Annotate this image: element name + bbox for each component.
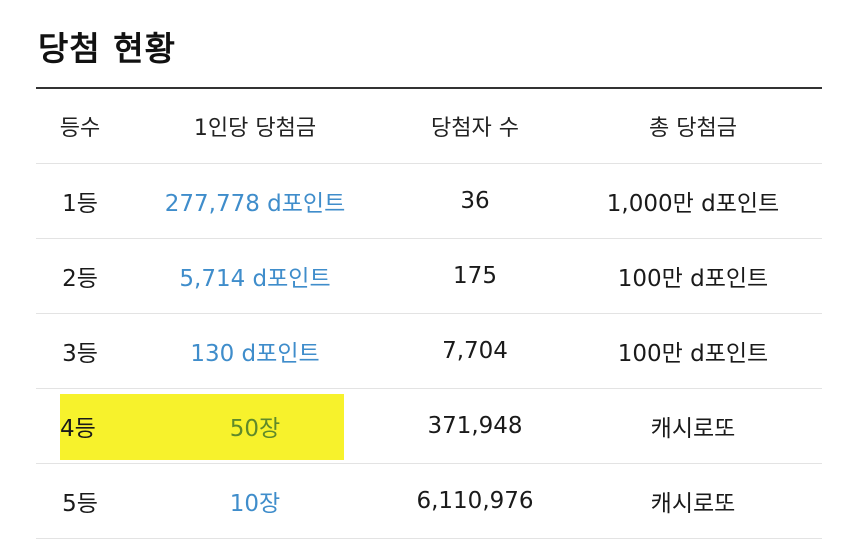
prize-link[interactable]: 5,714 d포인트 [179, 266, 331, 292]
total-cell: 100만 d포인트 [617, 266, 769, 292]
winners-cell: 7,704 [442, 338, 508, 364]
winners-table: 등수 1인당 당첨금 당첨자 수 총 당첨금 1등 277,778 d포인트 3… [36, 89, 822, 539]
header-rank: 등수 [59, 116, 101, 141]
table-row: 5등 10장 6,110,976 캐시로또 [36, 464, 822, 539]
page-title: 당첨 현황 [38, 29, 176, 68]
total-cell: 캐시로또 [650, 416, 736, 442]
rank-cell: 5등 [62, 491, 98, 517]
table-row: 1등 277,778 d포인트 36 1,000만 d포인트 [36, 164, 822, 239]
prize-link[interactable]: 130 d포인트 [190, 341, 320, 367]
rank-cell: 1등 [62, 191, 98, 217]
header-total-prize: 총 당첨금 [649, 116, 737, 141]
winners-cell: 6,110,976 [416, 488, 534, 514]
table-row: 4등 50장 371,948 캐시로또 [36, 389, 822, 464]
winners-cell: 175 [453, 263, 497, 289]
table-row: 3등 130 d포인트 7,704 100만 d포인트 [36, 314, 822, 389]
rank-cell: 4등 [60, 416, 96, 442]
prize-link[interactable]: 277,778 d포인트 [164, 191, 346, 217]
header-winner-count: 당첨자 수 [431, 116, 519, 141]
prize-link[interactable]: 10장 [229, 491, 281, 517]
winners-cell: 371,948 [427, 413, 523, 439]
prize-link[interactable]: 50장 [229, 416, 281, 442]
rank-cell: 2등 [62, 266, 98, 292]
total-cell: 100만 d포인트 [617, 341, 769, 367]
highlight-marker [60, 394, 344, 460]
total-cell: 캐시로또 [650, 491, 736, 517]
rank-cell: 3등 [62, 341, 98, 367]
winners-cell: 36 [460, 188, 490, 214]
table-header-row: 등수 1인당 당첨금 당첨자 수 총 당첨금 [36, 89, 822, 164]
header-prize-per-person: 1인당 당첨금 [193, 116, 317, 141]
title-divider [36, 87, 822, 89]
table-row: 2등 5,714 d포인트 175 100만 d포인트 [36, 239, 822, 314]
total-cell: 1,000만 d포인트 [606, 191, 780, 217]
